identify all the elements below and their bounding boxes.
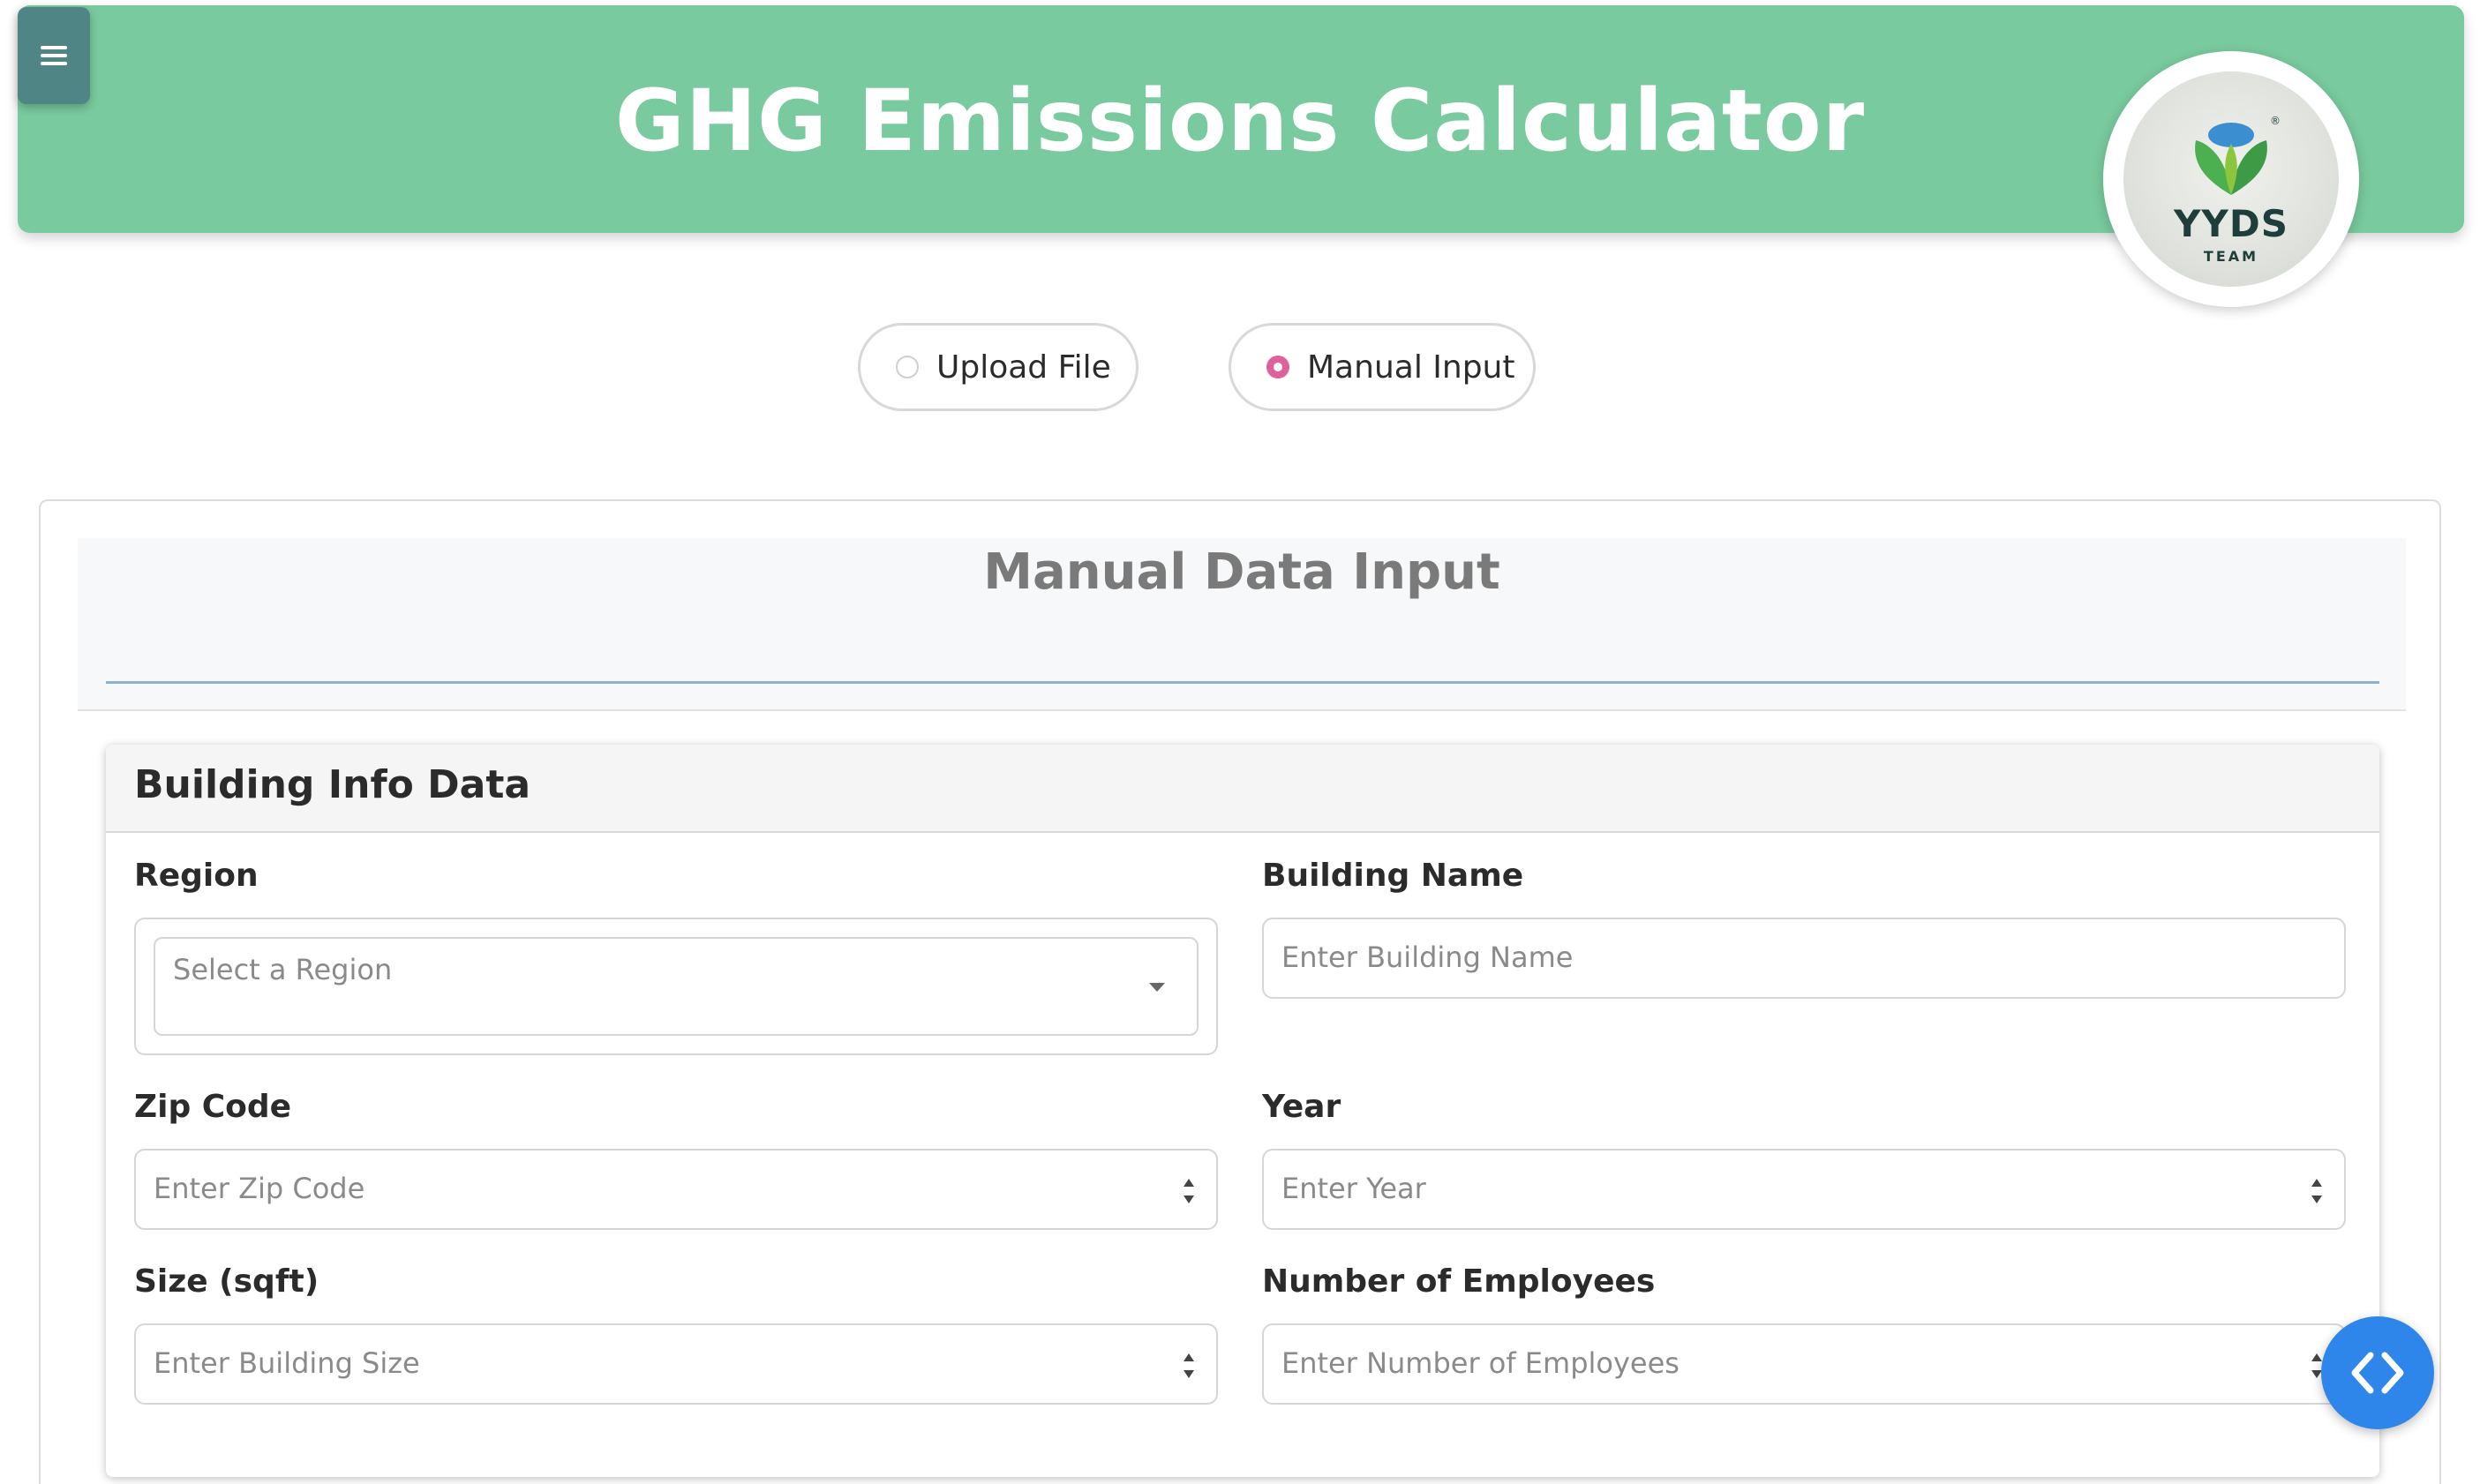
- building-info-header: Building Info Data: [106, 745, 2379, 833]
- upload-file-option[interactable]: Upload File: [858, 323, 1139, 411]
- app-header: [18, 5, 2464, 233]
- number-spinner-icon[interactable]: [2311, 1353, 2323, 1378]
- building-info-title: Building Info Data: [134, 762, 531, 807]
- leaf-sprout-icon: ®: [2195, 115, 2281, 195]
- logo-subtext: TEAM: [2203, 248, 2259, 265]
- region-select-wrapper: Select a Region: [134, 918, 1218, 1055]
- region-label: Region: [134, 858, 259, 894]
- chevron-down-icon: [1149, 983, 1165, 992]
- manual-input-option[interactable]: Manual Input: [1229, 323, 1536, 411]
- number-spinner-icon[interactable]: [2311, 1179, 2323, 1203]
- building-name-label: Building Name: [1262, 858, 1524, 894]
- employees-label: Number of Employees: [1262, 1263, 1656, 1300]
- year-placeholder: Enter Year: [1281, 1172, 1426, 1205]
- employees-placeholder: Enter Number of Employees: [1281, 1346, 1680, 1380]
- employees-input[interactable]: Enter Number of Employees: [1262, 1323, 2346, 1405]
- number-spinner-icon[interactable]: [1183, 1353, 1195, 1378]
- size-placeholder: Enter Building Size: [154, 1346, 420, 1380]
- code-brackets-icon: [2351, 1352, 2404, 1394]
- size-label: Size (sqft): [134, 1263, 319, 1300]
- size-input[interactable]: Enter Building Size: [134, 1323, 1218, 1405]
- logo-text: YYDS: [2174, 202, 2288, 245]
- menu-button[interactable]: [18, 7, 90, 104]
- year-input[interactable]: Enter Year: [1262, 1149, 2346, 1230]
- hamburger-menu-icon: [41, 46, 67, 65]
- section-divider: [106, 681, 2379, 684]
- section-title: Manual Data Input: [983, 543, 1500, 601]
- zip-code-label: Zip Code: [134, 1089, 292, 1125]
- svg-text:®: ®: [2270, 115, 2281, 127]
- manual-data-card: Manual Data Input Building Info Data Reg…: [39, 499, 2441, 1484]
- year-label: Year: [1262, 1089, 1341, 1125]
- team-logo: ® YYDS TEAM: [2103, 51, 2359, 307]
- app-title: GHG Emissions Calculator: [614, 71, 1866, 170]
- radio-unselected-icon: [896, 356, 919, 378]
- code-toggle-button[interactable]: [2321, 1316, 2434, 1429]
- zip-code-placeholder: Enter Zip Code: [154, 1172, 365, 1205]
- zip-code-input[interactable]: Enter Zip Code: [134, 1149, 1218, 1230]
- building-name-placeholder: Enter Building Name: [1281, 941, 1574, 974]
- region-select-placeholder: Select a Region: [173, 953, 393, 986]
- building-name-input[interactable]: Enter Building Name: [1262, 918, 2346, 999]
- region-select[interactable]: Select a Region: [154, 937, 1199, 1036]
- radio-selected-icon: [1266, 356, 1289, 378]
- number-spinner-icon[interactable]: [1183, 1179, 1195, 1203]
- upload-file-label: Upload File: [936, 349, 1111, 386]
- logo-badge: ® YYDS TEAM: [2123, 71, 2339, 287]
- building-info-panel: Building Info Data Region Select a Regio…: [106, 745, 2379, 1477]
- manual-input-label: Manual Input: [1307, 349, 1515, 386]
